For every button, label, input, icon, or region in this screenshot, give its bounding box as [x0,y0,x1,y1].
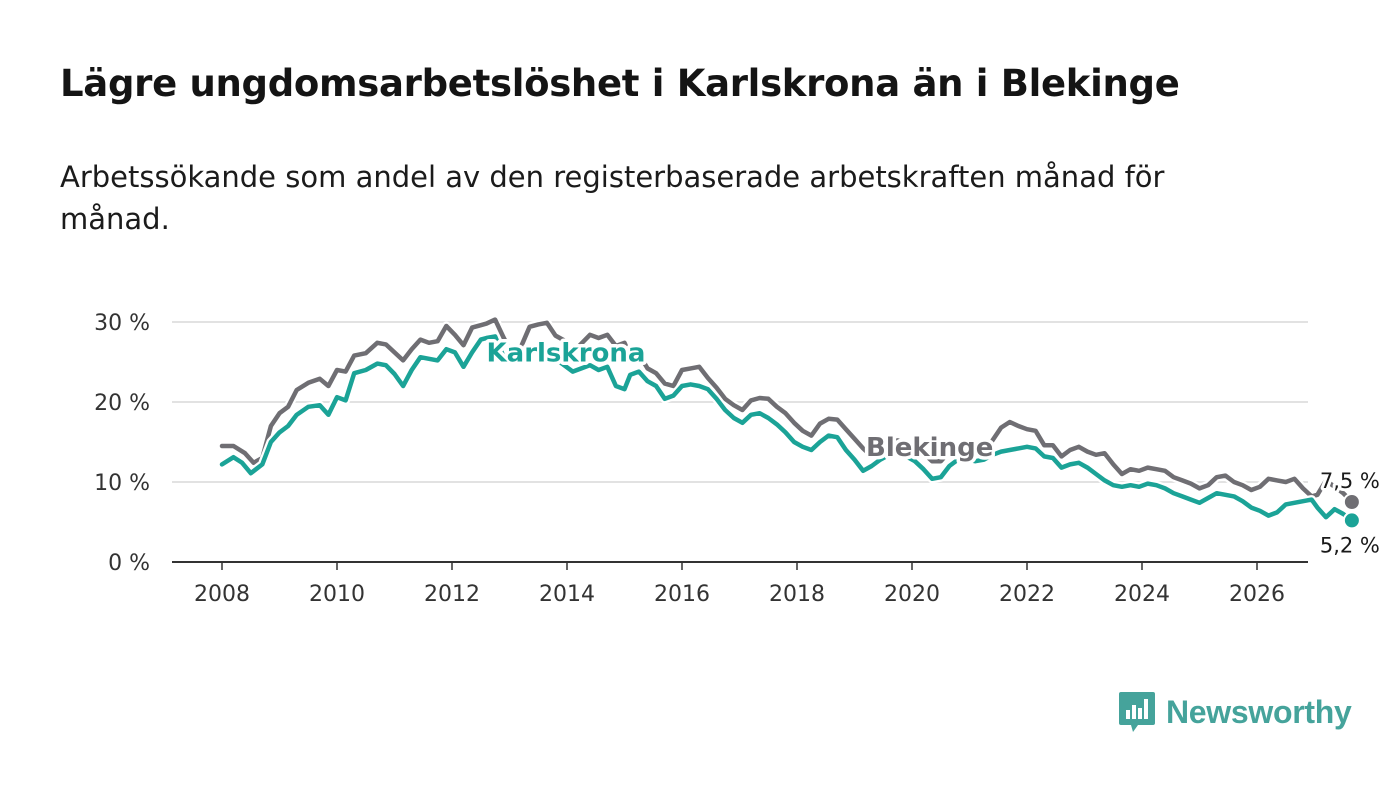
grid-lines [172,321,1308,563]
end-label-blekinge: 7,5 % [1320,469,1380,493]
series-label-halo: Blekinge [866,433,993,463]
y-axis-ticks: 0 % 10 % 20 % 30 % [94,311,150,576]
end-point-blekinge [1342,493,1361,511]
end-label-halo: 7,5 % [1320,469,1380,493]
x-tick-label: 2022 [999,582,1055,607]
series-label-blekinge: Blekinge [866,433,993,463]
series-halo-karlskrona [217,331,1357,525]
y-tick-label: 30 % [94,311,150,336]
series-label-karlskrona: Karlskrona [487,338,646,368]
x-tick-label: 2016 [654,582,710,607]
y-tick-label: 10 % [94,471,150,496]
x-tick-label: 2024 [1114,582,1170,607]
end-label-halo: 5,2 % [1320,533,1380,557]
series-lines [217,315,1357,525]
y-tick-label: 20 % [94,391,150,416]
x-tick-label: 2014 [539,582,595,607]
chart-title: Lägre ungdomsarbetslöshet i Karlskrona ä… [60,62,1180,105]
newsworthy-logo[interactable]: Newsworthy [1118,690,1352,734]
x-axis-ticks: 2008 2010 2012 2014 2016 2018 2020 2022 2024 2026 [194,562,1285,607]
series-label-halo: Karlskrona [487,338,646,368]
series-line-blekinge [219,317,1355,505]
brand-name: Newsworthy [1166,693,1352,730]
chart-subtitle: Arbetssökande som andel av den registerb… [60,160,1165,236]
x-tick-label: 2018 [769,582,825,607]
series-line-karlskrona [219,334,1355,523]
end-label-karlskrona: 5,2 % [1320,533,1380,557]
x-tick-label: 2020 [884,582,940,607]
x-tick-label: 2008 [194,582,250,607]
y-tick-label: 0 % [108,551,150,576]
newsworthy-logo-icon [1119,692,1155,732]
x-tick-label: 2026 [1229,582,1285,607]
x-tick-label: 2012 [424,582,480,607]
series-labels: BlekingeBlekingeKarlskronaKarlskrona7,5 … [483,335,1383,561]
end-point-karlskrona [1342,511,1361,530]
x-tick-label: 2010 [309,582,365,607]
